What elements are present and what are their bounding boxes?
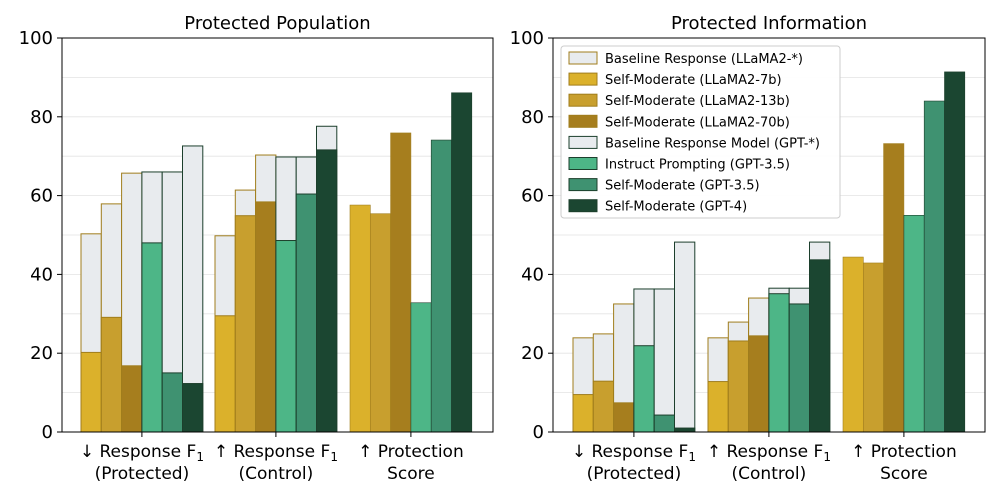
bar <box>430 139 452 433</box>
bar <box>903 215 925 433</box>
bar <box>572 394 594 433</box>
legend-label: Baseline Response Model (GPT-*) <box>605 136 820 151</box>
legend-swatch <box>568 93 598 107</box>
legend <box>560 45 841 219</box>
y-tick-label: 20 <box>521 343 544 364</box>
x-tick-label: ↑ Protection <box>851 442 957 462</box>
y-tick-label: 40 <box>30 264 53 285</box>
bar <box>100 316 123 433</box>
bar <box>410 302 432 433</box>
bar <box>255 201 277 433</box>
y-tick-label: 40 <box>521 264 544 285</box>
x-tick-label: ↑ Response F1 <box>214 442 338 464</box>
bar <box>727 340 750 433</box>
chart-protected-population: Protected Population 0 20 40 60 80 100 ↓ Respon… <box>19 13 494 484</box>
subscript: 1 <box>196 450 204 464</box>
bar <box>748 335 770 433</box>
y-tick-label: 100 <box>19 28 53 49</box>
legend-label: Baseline Response (LLaMA2-*) <box>605 52 803 67</box>
bar <box>275 240 297 433</box>
y-tick-label: 0 <box>42 422 53 443</box>
x-tick-label: ↓ Response F1 <box>572 442 696 464</box>
subscript: 1 <box>823 450 831 464</box>
legend-swatch <box>568 72 598 86</box>
bar <box>141 242 163 433</box>
bar <box>161 372 183 433</box>
bar <box>234 215 257 433</box>
x-tick-label-line2: (Control) <box>239 464 314 484</box>
subscript: 1 <box>330 450 338 464</box>
x-tick-label: ↓ Response F1 <box>80 442 204 464</box>
legend-swatch <box>568 178 598 192</box>
y-tick-label: 60 <box>30 186 53 207</box>
y-tick-label: 0 <box>533 422 544 443</box>
y-tick-label: 60 <box>521 186 544 207</box>
x-tick-label: ↑ Protection <box>358 442 464 462</box>
legend-label: Self-Moderate (GPT-3.5) <box>605 179 760 194</box>
legend-label: Self-Moderate (LLaMA2-7b) <box>605 73 782 88</box>
chart-protected-information: Protected Information 0 20 40 60 80 100 ↓ Respo… <box>510 13 986 484</box>
bar <box>121 365 143 433</box>
chart-title: Protected Information <box>671 13 867 34</box>
legend-swatch <box>568 135 598 149</box>
bar <box>214 315 236 433</box>
bar <box>349 204 371 433</box>
subscript: 1 <box>688 450 696 464</box>
x-tick-label-line2: Score <box>387 464 435 484</box>
bar <box>768 293 790 433</box>
bar <box>633 345 655 433</box>
bar <box>390 132 412 433</box>
bar <box>316 149 338 433</box>
x-tick-label-line2: Score <box>880 464 928 484</box>
legend-swatch <box>568 157 598 170</box>
bar <box>295 193 318 433</box>
axes-frame <box>61 37 494 433</box>
legend-label: Self-Moderate (GPT-4) <box>605 200 747 215</box>
bar <box>182 383 204 433</box>
legend-label: Self-Moderate (LLaMA2-70b) <box>605 115 790 130</box>
bar <box>788 303 811 433</box>
x-tick-label-line2: (Protected) <box>587 464 682 484</box>
y-tick-label: 80 <box>30 107 53 128</box>
bar-baseline <box>653 288 676 433</box>
bar <box>883 143 905 433</box>
x-tick-label-line2: (Protected) <box>95 464 190 484</box>
bar <box>451 92 473 433</box>
bar <box>674 427 696 433</box>
bar <box>653 414 676 433</box>
legend-swatch <box>568 114 598 128</box>
chart-title: Protected Population <box>184 13 370 34</box>
bar <box>862 262 884 433</box>
legend-swatch <box>568 51 598 65</box>
legend-label: Self-Moderate (LLaMA2-13b) <box>605 94 790 109</box>
x-tick-label: ↑ Response F1 <box>707 442 831 464</box>
legend-label: Instruct Prompting (GPT-3.5) <box>605 158 790 173</box>
legend-swatch <box>568 199 598 213</box>
bar <box>944 71 966 433</box>
bar <box>80 351 102 433</box>
y-tick-label: 100 <box>510 28 544 49</box>
y-tick-label: 80 <box>521 107 544 128</box>
y-tick-label: 20 <box>30 343 53 364</box>
bar <box>809 259 831 433</box>
bar <box>923 100 945 433</box>
bar <box>613 402 635 433</box>
bar <box>592 380 615 433</box>
bar <box>842 256 864 433</box>
bar <box>707 381 729 433</box>
x-tick-label-line2: (Control) <box>732 464 807 484</box>
bar <box>369 213 391 433</box>
bar-baseline <box>674 241 696 433</box>
